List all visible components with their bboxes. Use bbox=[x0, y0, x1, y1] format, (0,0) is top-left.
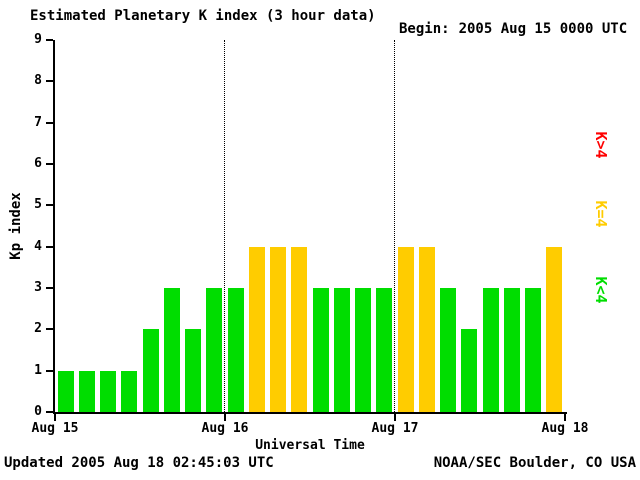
y-tick-mark bbox=[46, 245, 53, 248]
begin-label: Begin: bbox=[399, 21, 450, 37]
kp-bar bbox=[440, 288, 457, 412]
y-tick-label: 2 bbox=[34, 321, 42, 337]
y-tick-mark bbox=[46, 204, 53, 207]
kp-bar bbox=[248, 246, 265, 412]
y-tick-label: 1 bbox=[34, 362, 42, 378]
kp-bar bbox=[397, 246, 414, 412]
y-tick-mark bbox=[46, 411, 53, 413]
x-axis-line bbox=[53, 412, 567, 414]
kp-bar bbox=[227, 288, 244, 412]
y-tick-label: 5 bbox=[34, 197, 42, 213]
x-tick-mark bbox=[564, 414, 566, 421]
y-tick-label: 9 bbox=[34, 32, 42, 47]
kp-bar bbox=[57, 370, 74, 412]
kp-bar bbox=[291, 246, 308, 412]
kp-bar bbox=[355, 288, 372, 412]
kp-bar bbox=[163, 288, 180, 412]
x-axis-title: Universal Time bbox=[255, 438, 365, 453]
kp-bar bbox=[185, 329, 202, 412]
kp-bar bbox=[546, 246, 563, 412]
kp-bar bbox=[376, 288, 393, 412]
y-tick-label: 8 bbox=[34, 73, 42, 89]
kp-bar bbox=[312, 288, 329, 412]
kp-bar bbox=[206, 288, 223, 412]
y-tick-label: 3 bbox=[34, 280, 42, 295]
y-tick-label: 0 bbox=[34, 404, 42, 419]
y-tick-mark bbox=[46, 163, 53, 165]
y-tick-label: 6 bbox=[34, 156, 42, 171]
kp-bar bbox=[121, 370, 138, 412]
y-tick-mark bbox=[46, 80, 53, 83]
x-tick-label: Aug 15 bbox=[31, 421, 79, 436]
source-attribution: NOAA/SEC Boulder, CO USA bbox=[433, 455, 636, 471]
day-gridline bbox=[394, 40, 395, 412]
kp-bar bbox=[418, 246, 435, 412]
x-tick-mark bbox=[224, 414, 226, 421]
y-tick-mark bbox=[46, 39, 53, 41]
day-gridline bbox=[224, 40, 225, 412]
updated-timestamp: Updated 2005 Aug 18 02:45:03 UTC bbox=[4, 455, 274, 471]
kp-bar bbox=[78, 370, 95, 412]
kp-bar bbox=[503, 288, 520, 412]
y-tick-mark bbox=[46, 287, 53, 289]
kp-bar bbox=[270, 246, 287, 412]
begin-timestamp: Begin: 2005 Aug 15 0000 UTC bbox=[399, 21, 627, 37]
kp-bar bbox=[333, 288, 350, 412]
x-tick-label: Aug 16 bbox=[201, 421, 249, 436]
x-tick-label: Aug 18 bbox=[541, 421, 589, 436]
y-tick-mark bbox=[46, 369, 53, 372]
legend-k-equal-4: K=4 bbox=[592, 200, 610, 228]
legend-k-above-4: K>4 bbox=[592, 131, 610, 159]
y-tick-mark bbox=[46, 121, 53, 124]
y-tick-label: 4 bbox=[34, 238, 42, 254]
kp-bar bbox=[525, 288, 542, 412]
x-tick-label: Aug 17 bbox=[371, 421, 419, 436]
kp-bar bbox=[100, 370, 117, 412]
y-axis-line bbox=[53, 40, 55, 414]
kp-bar bbox=[142, 329, 159, 412]
kp-bar bbox=[482, 288, 499, 412]
x-tick-mark bbox=[54, 414, 56, 421]
kp-bar bbox=[461, 329, 478, 412]
y-tick-label: 7 bbox=[34, 114, 42, 130]
y-tick-mark bbox=[46, 328, 53, 331]
legend-k-below-4: K<4 bbox=[592, 276, 610, 304]
begin-value: 2005 Aug 15 0000 UTC bbox=[458, 21, 628, 37]
chart-title: Estimated Planetary K index (3 hour data… bbox=[30, 8, 376, 24]
x-tick-mark bbox=[394, 414, 396, 421]
